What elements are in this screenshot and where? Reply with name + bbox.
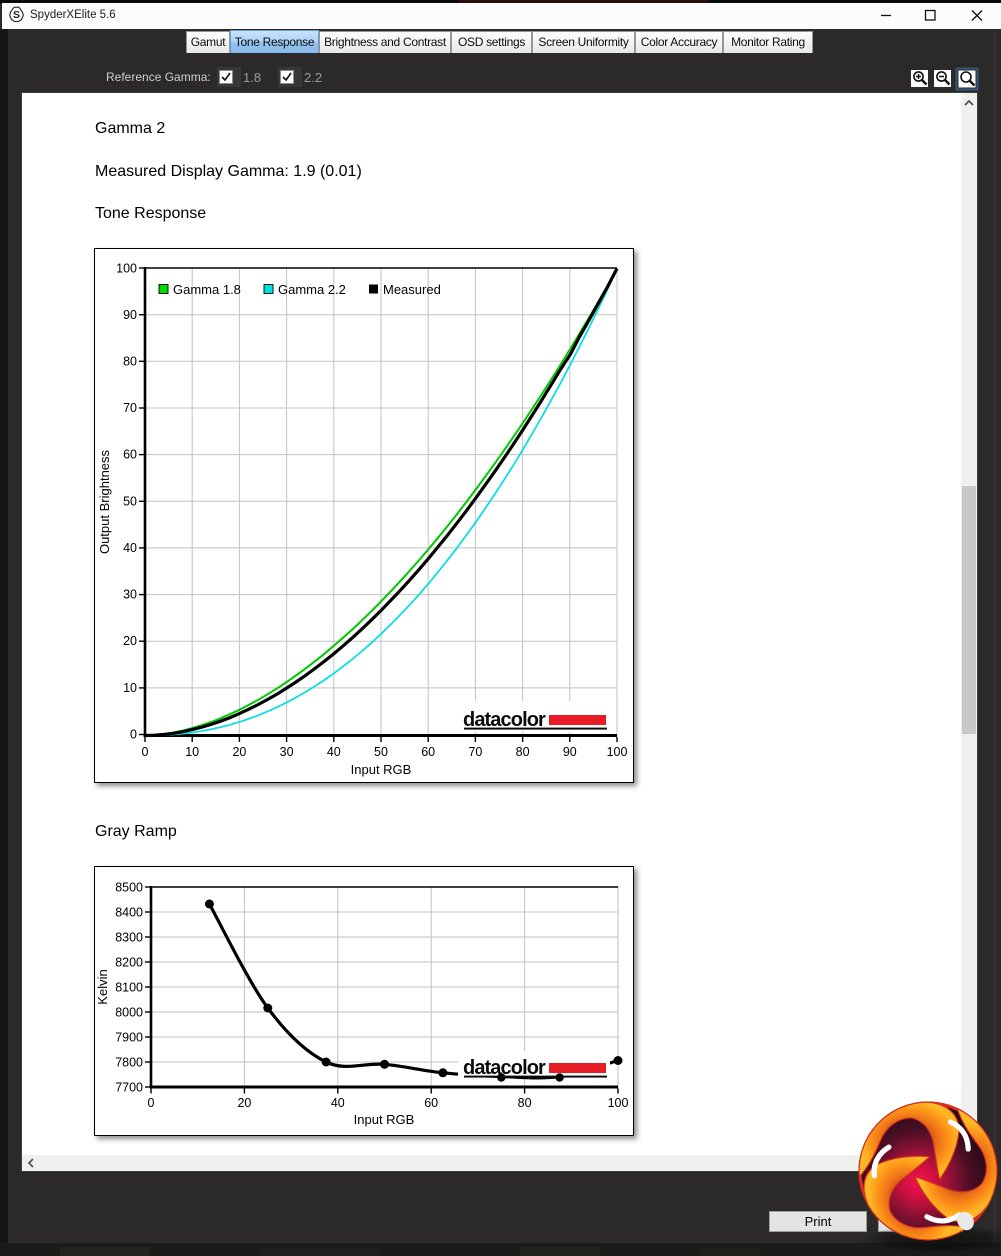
svg-text:Gamma 2.2: Gamma 2.2 <box>278 282 346 297</box>
svg-text:90: 90 <box>563 745 577 759</box>
svg-text:0: 0 <box>148 1096 155 1110</box>
svg-text:40: 40 <box>123 541 137 555</box>
svg-text:datacolor: datacolor <box>463 709 546 731</box>
svg-text:100: 100 <box>607 745 628 759</box>
svg-text:60: 60 <box>123 448 137 462</box>
svg-text:100: 100 <box>116 262 137 276</box>
svg-text:10: 10 <box>185 745 199 759</box>
svg-text:70: 70 <box>123 401 137 415</box>
svg-text:60: 60 <box>421 745 435 759</box>
svg-text:8100: 8100 <box>115 981 143 995</box>
svg-text:8200: 8200 <box>115 956 143 970</box>
svg-text:20: 20 <box>123 634 137 648</box>
svg-text:datacolor: datacolor <box>463 1057 546 1079</box>
svg-text:Output Brightness: Output Brightness <box>97 449 112 554</box>
svg-text:80: 80 <box>123 355 137 369</box>
svg-text:40: 40 <box>327 745 341 759</box>
svg-text:60: 60 <box>424 1096 438 1110</box>
svg-text:10: 10 <box>123 681 137 695</box>
svg-text:Gamma 1.8: Gamma 1.8 <box>173 282 241 297</box>
svg-text:8500: 8500 <box>115 881 143 895</box>
svg-text:Kelvin: Kelvin <box>95 969 110 1004</box>
svg-text:50: 50 <box>374 745 388 759</box>
svg-text:80: 80 <box>518 1096 532 1110</box>
svg-text:7800: 7800 <box>115 1056 143 1070</box>
svg-text:0: 0 <box>142 745 149 759</box>
svg-text:20: 20 <box>237 1096 251 1110</box>
svg-text:50: 50 <box>123 495 137 509</box>
svg-text:8000: 8000 <box>115 1006 143 1020</box>
svg-text:70: 70 <box>468 745 482 759</box>
svg-text:8300: 8300 <box>115 931 143 945</box>
svg-text:90: 90 <box>123 308 137 322</box>
svg-text:30: 30 <box>280 745 294 759</box>
svg-text:40: 40 <box>331 1096 345 1110</box>
svg-text:Input RGB: Input RGB <box>354 1112 415 1127</box>
svg-text:20: 20 <box>232 745 246 759</box>
svg-text:7700: 7700 <box>115 1081 143 1095</box>
svg-text:7900: 7900 <box>115 1031 143 1045</box>
svg-text:8400: 8400 <box>115 906 143 920</box>
svg-text:0: 0 <box>130 728 137 742</box>
svg-text:S: S <box>13 9 20 21</box>
svg-text:100: 100 <box>608 1096 629 1110</box>
svg-text:Input RGB: Input RGB <box>351 762 412 777</box>
svg-text:Measured: Measured <box>383 282 441 297</box>
svg-text:80: 80 <box>516 745 530 759</box>
svg-text:30: 30 <box>123 588 137 602</box>
